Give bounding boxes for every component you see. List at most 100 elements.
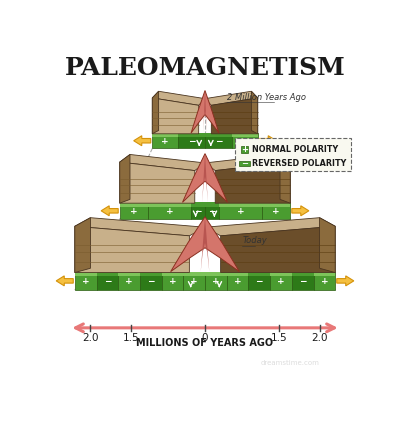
Bar — [314, 272, 335, 290]
Bar — [227, 272, 248, 290]
Text: MILLIONS OF YEARS AGO: MILLIONS OF YEARS AGO — [136, 338, 274, 348]
Bar — [262, 202, 290, 219]
Text: 1.5: 1.5 — [123, 333, 140, 343]
Bar — [162, 272, 183, 276]
Bar — [118, 272, 140, 290]
Bar — [140, 272, 162, 290]
Bar — [248, 272, 270, 290]
Bar — [152, 133, 178, 137]
Text: −: − — [188, 137, 195, 146]
Text: −: − — [208, 207, 216, 216]
Text: −: − — [147, 277, 154, 286]
Bar — [148, 202, 191, 219]
Bar — [270, 272, 292, 276]
Bar — [205, 202, 219, 219]
Bar — [152, 133, 178, 149]
Bar — [205, 272, 227, 276]
Text: +: + — [169, 277, 176, 286]
Polygon shape — [215, 162, 290, 203]
Polygon shape — [205, 91, 258, 106]
Bar — [219, 202, 262, 219]
Text: 0: 0 — [202, 333, 208, 343]
Polygon shape — [205, 218, 335, 236]
Bar — [241, 146, 248, 153]
Bar — [292, 272, 314, 290]
Bar — [75, 272, 96, 290]
FancyBboxPatch shape — [235, 138, 352, 171]
Polygon shape — [251, 91, 258, 134]
Text: Today: Today — [242, 236, 267, 245]
Text: +: + — [277, 277, 285, 286]
Text: +: + — [82, 277, 90, 286]
Text: +: + — [161, 137, 169, 146]
Bar — [239, 161, 250, 166]
Text: NORMAL POLARITY: NORMAL POLARITY — [252, 145, 338, 154]
Bar — [262, 202, 290, 206]
Text: −: − — [241, 159, 248, 168]
Bar — [205, 272, 227, 290]
Bar — [183, 272, 205, 290]
Text: +: + — [130, 207, 138, 216]
Bar — [178, 133, 205, 149]
Polygon shape — [75, 218, 90, 273]
Polygon shape — [203, 91, 207, 133]
Text: 1.5 Million Years Ago: 1.5 Million Years Ago — [236, 162, 323, 170]
Bar — [148, 202, 191, 206]
Polygon shape — [221, 226, 335, 273]
Polygon shape — [56, 276, 73, 286]
Bar — [96, 272, 118, 276]
Text: +: + — [234, 277, 241, 286]
Text: 2 Million Years Ago: 2 Million Years Ago — [227, 92, 306, 102]
Polygon shape — [120, 162, 195, 203]
Bar — [227, 272, 248, 276]
Bar — [96, 272, 118, 290]
Bar — [205, 202, 219, 206]
Polygon shape — [120, 154, 205, 170]
Bar — [270, 272, 292, 290]
Text: +: + — [241, 137, 249, 146]
Polygon shape — [171, 217, 239, 272]
Polygon shape — [75, 218, 205, 236]
Text: +: + — [212, 277, 220, 286]
Text: +: + — [166, 207, 173, 216]
Polygon shape — [202, 154, 208, 202]
Polygon shape — [152, 91, 159, 134]
Bar — [178, 133, 205, 137]
Bar — [292, 272, 314, 276]
Bar — [118, 272, 140, 276]
Text: −: − — [104, 277, 111, 286]
Text: −: − — [256, 277, 263, 286]
Text: +: + — [190, 277, 198, 286]
Text: PALEOMAGNETISM: PALEOMAGNETISM — [65, 56, 345, 80]
Polygon shape — [292, 206, 309, 216]
Bar — [120, 202, 148, 206]
Text: 1.5: 1.5 — [270, 333, 287, 343]
Bar — [191, 202, 205, 219]
Text: +: + — [125, 277, 133, 286]
Polygon shape — [75, 226, 189, 273]
Bar — [120, 202, 148, 219]
Text: −: − — [215, 137, 222, 146]
Bar — [314, 272, 335, 276]
Bar — [75, 272, 96, 276]
Bar — [140, 272, 162, 276]
Polygon shape — [152, 91, 205, 106]
Polygon shape — [191, 91, 219, 133]
Text: dreamstime.com: dreamstime.com — [261, 360, 320, 366]
Polygon shape — [134, 136, 151, 146]
Text: −: − — [194, 207, 202, 216]
Bar — [232, 133, 258, 137]
Polygon shape — [211, 98, 258, 134]
Bar — [232, 133, 258, 149]
Polygon shape — [120, 154, 130, 203]
Text: +: + — [272, 207, 280, 216]
Text: 2.0: 2.0 — [312, 333, 328, 343]
Polygon shape — [205, 154, 290, 170]
Bar — [219, 202, 262, 206]
Bar — [205, 133, 232, 149]
Bar — [183, 272, 205, 276]
Polygon shape — [337, 276, 354, 286]
Bar — [162, 272, 183, 290]
Text: REVERSED POLARITY: REVERSED POLARITY — [252, 159, 346, 168]
Text: −: − — [299, 277, 306, 286]
